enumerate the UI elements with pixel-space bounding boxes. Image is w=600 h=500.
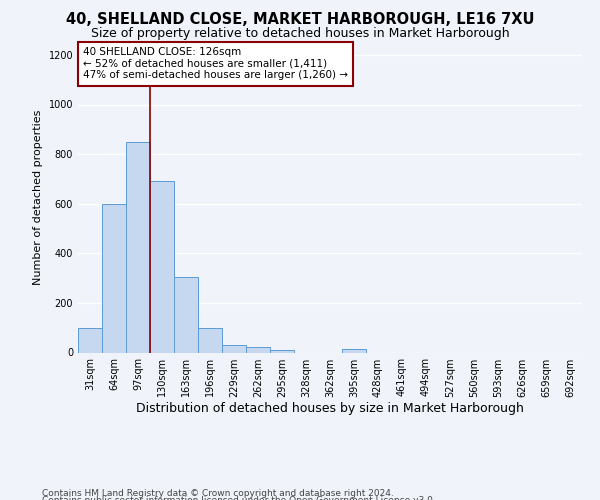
Y-axis label: Number of detached properties: Number of detached properties <box>33 110 43 285</box>
Text: Contains HM Land Registry data © Crown copyright and database right 2024.: Contains HM Land Registry data © Crown c… <box>42 488 394 498</box>
Bar <box>174 277 198 352</box>
Bar <box>222 345 246 352</box>
Bar <box>102 204 126 352</box>
Bar <box>246 347 270 352</box>
Bar <box>198 328 222 352</box>
Text: Size of property relative to detached houses in Market Harborough: Size of property relative to detached ho… <box>91 28 509 40</box>
Bar <box>270 350 294 352</box>
Bar <box>126 142 150 352</box>
Text: Contains public sector information licensed under the Open Government Licence v3: Contains public sector information licen… <box>42 496 436 500</box>
Text: 40, SHELLAND CLOSE, MARKET HARBOROUGH, LE16 7XU: 40, SHELLAND CLOSE, MARKET HARBOROUGH, L… <box>66 12 534 28</box>
Bar <box>150 182 174 352</box>
Bar <box>78 328 102 352</box>
Bar <box>342 349 366 352</box>
Text: 40 SHELLAND CLOSE: 126sqm
← 52% of detached houses are smaller (1,411)
47% of se: 40 SHELLAND CLOSE: 126sqm ← 52% of detac… <box>83 47 348 80</box>
X-axis label: Distribution of detached houses by size in Market Harborough: Distribution of detached houses by size … <box>136 402 524 415</box>
